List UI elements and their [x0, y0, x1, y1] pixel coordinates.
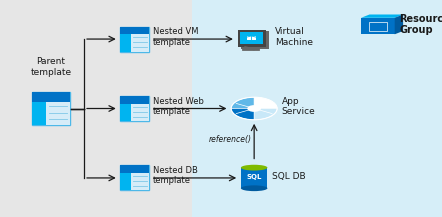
Bar: [120, 173, 131, 191]
Bar: [131, 173, 149, 191]
Ellipse shape: [241, 165, 267, 171]
Bar: [369, 21, 387, 31]
Bar: [247, 36, 256, 40]
Bar: [46, 102, 69, 125]
Circle shape: [247, 105, 261, 112]
Bar: [192, 0, 442, 217]
Bar: [120, 27, 149, 52]
Bar: [120, 166, 149, 191]
Wedge shape: [231, 108, 254, 120]
Ellipse shape: [241, 185, 267, 191]
Bar: [131, 104, 149, 121]
Bar: [120, 96, 149, 104]
Text: Virtual
Machine: Virtual Machine: [275, 27, 313, 47]
Bar: [240, 32, 263, 44]
Text: SQL DB: SQL DB: [272, 172, 305, 181]
Bar: [32, 92, 69, 125]
Bar: [120, 96, 149, 121]
Bar: [361, 18, 395, 34]
Wedge shape: [254, 97, 277, 108]
Polygon shape: [361, 15, 403, 18]
Wedge shape: [254, 108, 277, 120]
Bar: [238, 30, 266, 47]
Bar: [32, 92, 69, 102]
Bar: [241, 168, 267, 188]
Text: Resource
Group: Resource Group: [399, 13, 442, 35]
Text: Parent
template: Parent template: [30, 57, 72, 77]
Bar: [0, 0, 192, 217]
Bar: [120, 104, 131, 121]
Bar: [32, 102, 46, 125]
Text: reference(): reference(): [208, 135, 251, 143]
Text: Nested Web
template: Nested Web template: [153, 97, 204, 116]
Text: App
Service: App Service: [282, 97, 315, 116]
Bar: [120, 166, 149, 173]
Bar: [120, 27, 149, 34]
Text: Nested VM
template: Nested VM template: [153, 27, 198, 47]
Bar: [241, 31, 269, 49]
Bar: [131, 34, 149, 52]
Text: Nested DB
template: Nested DB template: [153, 166, 198, 186]
Bar: [120, 34, 131, 52]
Polygon shape: [395, 15, 403, 34]
Wedge shape: [231, 97, 254, 108]
Text: SQL: SQL: [247, 174, 262, 180]
